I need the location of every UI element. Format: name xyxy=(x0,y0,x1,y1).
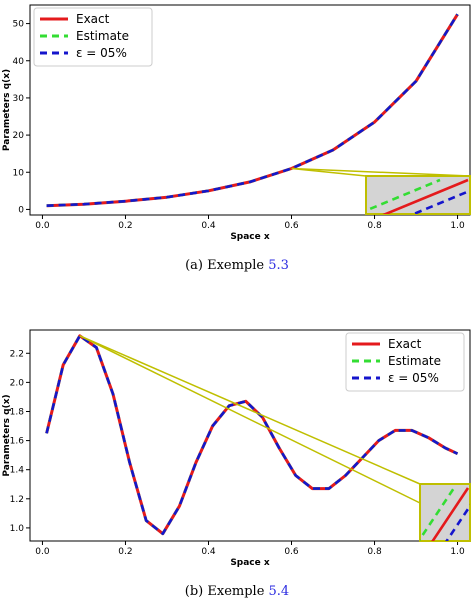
axes-frame xyxy=(29,329,471,542)
y-axis-label: Parameters q(x) xyxy=(2,69,12,151)
zoom-inset xyxy=(291,167,471,215)
x-tick-label: 0.2 xyxy=(118,547,132,557)
inset-lines xyxy=(366,178,470,214)
x-tick-label: 0.4 xyxy=(201,221,216,231)
inset-connector xyxy=(291,167,471,177)
inset-connector xyxy=(79,335,421,504)
y-tick-label: 10 xyxy=(13,168,25,178)
legend: Exact Estimate ε = 05% xyxy=(33,7,153,67)
y-tick-label: 1.2 xyxy=(10,495,24,505)
y-tick-label: 2.0 xyxy=(10,378,25,388)
x-tick-label: 0.6 xyxy=(284,547,299,557)
x-tick-label: 0.8 xyxy=(367,547,382,557)
y-tick-label: 1.8 xyxy=(10,407,25,417)
inset-lines xyxy=(420,487,470,541)
zoom-inset xyxy=(79,335,471,542)
axes-frame xyxy=(29,4,471,216)
series-line-3 xyxy=(46,13,459,207)
caption-a-ref-link[interactable]: 5.3 xyxy=(268,258,289,273)
inset-series-3 xyxy=(410,189,470,214)
y-tick-label: 30 xyxy=(13,94,25,104)
legend-label-1: Exact xyxy=(388,337,422,351)
legend: Exact Estimate ε = 05% xyxy=(345,332,465,392)
plot-area xyxy=(46,13,459,208)
y-tick-label: 1.0 xyxy=(10,524,25,534)
inset-series-1 xyxy=(382,178,469,214)
chart-panel-a: 0.0 0.2 0.4 0.6 0.8 1.0 0 10 20 30 40 50 Space x Para… xyxy=(2,4,471,242)
caption-b-ref-link[interactable]: 5.4 xyxy=(268,584,290,599)
caption-a: (a) Exemple 5.3 xyxy=(0,258,474,273)
inset-series-1 xyxy=(431,487,470,541)
y-tick-label: 50 xyxy=(13,20,25,30)
x-axis-label: Space x xyxy=(230,232,270,242)
y-tick-label: 0 xyxy=(18,205,24,215)
inset-series-2 xyxy=(366,178,441,212)
x-tick-label: 0.8 xyxy=(367,221,382,231)
y-tick-label: 2.2 xyxy=(10,349,24,359)
inset-frame xyxy=(365,175,471,215)
series-line-3 xyxy=(45,334,459,536)
plot-area xyxy=(45,334,459,536)
x-tick-label: 0.6 xyxy=(284,221,299,231)
x-tick-label: 0.0 xyxy=(35,221,50,231)
legend-label-3: ε = 05% xyxy=(76,46,127,60)
y-tick-label: 20 xyxy=(13,131,25,141)
caption-b: (b) Exemple 5.4 xyxy=(0,584,474,599)
caption-b-text: (b) Exemple xyxy=(184,584,269,599)
chart-panel-b: 0.0 0.2 0.4 0.6 0.8 1.0 1.0 1.2 1.4 1.6 1.8 2.0 2.2 S… xyxy=(2,329,471,568)
x-tick-label: 1.0 xyxy=(450,547,465,557)
legend-label-2: Estimate xyxy=(388,354,441,368)
y-tick-label: 1.6 xyxy=(10,437,25,447)
y-tick-label: 1.4 xyxy=(10,466,25,476)
legend-label-3: ε = 05% xyxy=(388,371,439,385)
legend-label-1: Exact xyxy=(76,12,110,26)
x-tick-label: 0.2 xyxy=(118,221,132,231)
caption-a-text: (a) Exemple xyxy=(185,258,269,273)
x-tick-label: 1.0 xyxy=(450,221,465,231)
x-tick-label: 0.4 xyxy=(201,547,216,557)
legend-label-2: Estimate xyxy=(76,29,129,43)
y-axis-label: Parameters q(x) xyxy=(2,394,12,476)
x-tick-label: 0.0 xyxy=(35,547,50,557)
legend-box xyxy=(33,7,153,67)
legend-box xyxy=(345,332,465,392)
x-axis-label: Space x xyxy=(230,558,270,568)
inset-frame xyxy=(419,483,471,542)
inset-connector xyxy=(79,335,421,485)
y-tick-label: 40 xyxy=(13,57,25,67)
